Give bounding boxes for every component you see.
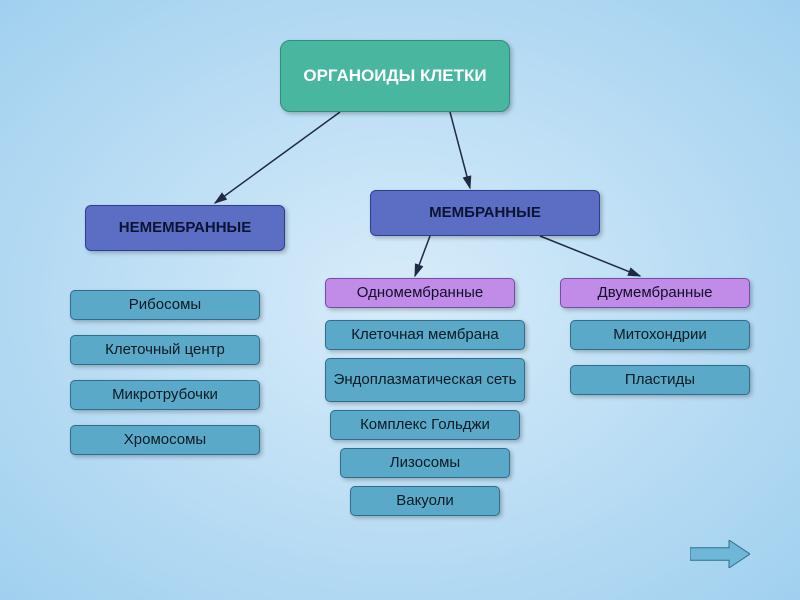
node-single: Одномембранные (325, 278, 515, 308)
node-double: Двумембранные (560, 278, 750, 308)
node-sm3: Комплекс Гольджи (330, 410, 520, 440)
node-sm4: Лизосомы (340, 448, 510, 478)
node-nm1: Рибосомы (70, 290, 260, 320)
node-nm2: Клеточный центр (70, 335, 260, 365)
node-nm4: Хромосомы (70, 425, 260, 455)
node-membrane: МЕМБРАННЫЕ (370, 190, 600, 236)
node-nm3: Микротрубочки (70, 380, 260, 410)
node-dm1: Митохондрии (570, 320, 750, 350)
node-sm5: Вакуоли (350, 486, 500, 516)
node-root: ОРГАНОИДЫ КЛЕТКИ (280, 40, 510, 112)
node-sm1: Клеточная мембрана (325, 320, 525, 350)
node-dm2: Пластиды (570, 365, 750, 395)
node-sm2: Эндоплазматическая сеть (325, 358, 525, 402)
next-arrow-button[interactable] (690, 540, 750, 573)
node-nonmembrane: НЕМЕМБРАННЫЕ (85, 205, 285, 251)
